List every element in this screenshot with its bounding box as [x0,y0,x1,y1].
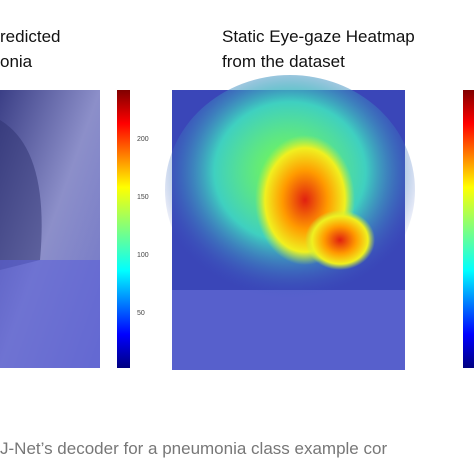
panel-title: Static Eye-gaze Heatmap [222,27,415,46]
colorbar [463,90,474,368]
colorbar-tick: 50 [137,310,145,317]
heat-core [305,210,375,270]
colorbar-tick: 200 [137,136,149,143]
panel-title: onia [0,52,33,71]
colorbar [117,90,130,368]
panel-title: redicted [0,27,60,46]
colorbar-tick: 100 [137,252,149,259]
panel-title: from the dataset [222,52,345,71]
xray-lower [0,260,100,368]
caption: J-Net’s decoder for a pneumonia class ex… [0,439,387,458]
colorbar-tick: 150 [137,194,149,201]
xray-shadow [0,120,42,270]
